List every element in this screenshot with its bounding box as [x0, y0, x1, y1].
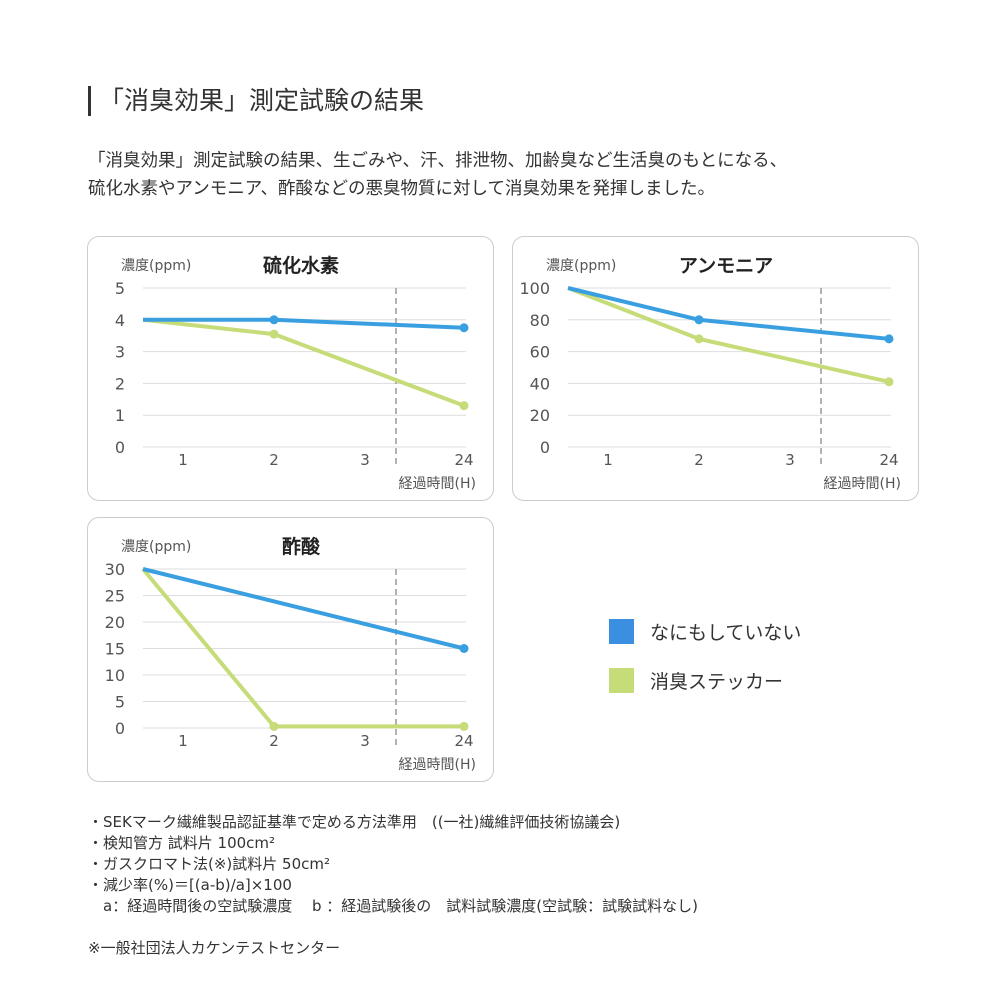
series-line	[142, 567, 465, 651]
data-point	[269, 329, 279, 339]
y-tick-label: 20	[530, 406, 550, 425]
series-line	[142, 317, 465, 408]
y-tick-label: 60	[530, 343, 550, 362]
y-tick-label: 5	[115, 693, 125, 712]
note-line: a：経過時間後の空試験濃度 b ：経過試験後の 試料試験濃度(空試験：試験試料な…	[88, 897, 698, 915]
chart-card-ammonia: 濃度(ppm) アンモニア 0 20 40 60 80 100 1 2 3 24 経過時間(H)	[512, 236, 919, 501]
note-line: ・ガスクロマト法(※)試料片 50cm²	[88, 855, 331, 873]
y-tick-label: 100	[519, 279, 550, 298]
page-title: 「消臭効果」測定試験の結果	[88, 86, 424, 116]
chart-title: アンモニア	[679, 255, 773, 277]
y-tick-label: 4	[115, 311, 125, 330]
source-note: ※一般社団法人カケンテストセンター	[88, 939, 341, 957]
y-axis-label: 濃度(ppm)	[546, 258, 616, 274]
series-line	[567, 286, 890, 341]
chart-title: 硫化水素	[263, 254, 339, 277]
data-point	[459, 323, 469, 333]
x-tick-label: 24	[454, 451, 473, 469]
legend-label: 消臭ステッカー	[650, 671, 784, 693]
y-tick-label: 0	[115, 438, 125, 457]
intro-line: 硫化水素やアンモニア、酢酸などの悪臭物質に対して消臭効果を発揮しました。	[88, 179, 716, 199]
series-line	[141, 567, 464, 729]
notes: ・SEKマーク繊維製品認証基準で定める方法準用 ((一社)繊維評価技術協議会) ・…	[88, 812, 698, 917]
y-tick-label: 10	[105, 666, 125, 685]
data-point	[459, 721, 469, 731]
x-tick-label: 3	[785, 451, 795, 469]
x-tick-label: 3	[360, 732, 370, 750]
y-tick-label: 2	[115, 374, 125, 393]
x-tick-label: 2	[269, 732, 279, 750]
data-point	[884, 334, 894, 344]
x-tick-label: 3	[360, 451, 370, 469]
y-tick-label: 5	[115, 279, 125, 298]
chart-svg: 濃度(ppm) アンモニア 0 20 40 60 80 100 1 2 3 24 経過時間(H)	[519, 255, 901, 492]
note-line: ・検知管方 試料片 100cm²	[88, 834, 276, 852]
y-tick-label: 1	[115, 406, 125, 425]
x-tick-label: 2	[694, 451, 704, 469]
y-tick-label: 25	[105, 587, 125, 606]
chart-card-acetic: 濃度(ppm) 酢酸 0 5 10 15 20 25 30 1 2 3 24 経過時間(H)	[87, 517, 494, 782]
intro-text: 「消臭効果」測定試験の結果、生ごみや、汗、排泄物、加齢臭など生活臭のもとになる、…	[88, 147, 948, 203]
y-tick-label: 0	[115, 719, 125, 738]
x-tick-label: 24	[879, 451, 898, 469]
y-tick-label: 80	[530, 311, 550, 330]
legend-swatch	[609, 619, 634, 644]
data-point	[269, 315, 279, 325]
legend-label: なにもしていない	[650, 622, 802, 644]
chart-card-h2s: 濃度(ppm) 硫化水素 0 1 2 3 4 5 1 2 3 24 経過時間(H)	[87, 236, 494, 501]
x-tick-label: 24	[454, 732, 473, 750]
y-tick-label: 0	[540, 438, 550, 457]
note-line: ・減少率(%)＝[(a-b)/a]×100	[88, 876, 292, 894]
chart-svg: 濃度(ppm) 酢酸 0 5 10 15 20 25 30 1 2 3 24 経過時間(H)	[105, 535, 476, 773]
data-point	[694, 334, 704, 344]
y-tick-label: 15	[105, 640, 125, 659]
x-tick-label: 1	[603, 451, 613, 469]
intro-line: 「消臭効果」測定試験の結果、生ごみや、汗、排泄物、加齢臭など生活臭のもとになる、	[88, 151, 788, 171]
legend-item-none: なにもしていない	[609, 618, 801, 645]
x-tick-label: 1	[178, 732, 188, 750]
x-axis-label: 経過時間(H)	[399, 476, 476, 492]
y-tick-label: 3	[115, 343, 125, 362]
x-axis-label: 経過時間(H)	[824, 476, 901, 492]
note-line: ・SEKマーク繊維製品認証基準で定める方法準用 ((一社)繊維評価技術協議会)	[88, 813, 621, 831]
data-point	[459, 401, 469, 411]
data-point	[459, 644, 469, 653]
data-point	[694, 315, 704, 325]
y-tick-label: 20	[105, 613, 125, 632]
y-axis-label: 濃度(ppm)	[121, 539, 191, 555]
x-tick-label: 2	[269, 451, 279, 469]
y-tick-label: 30	[105, 560, 125, 579]
y-axis-label: 濃度(ppm)	[121, 258, 191, 274]
x-axis-label: 経過時間(H)	[399, 757, 476, 773]
y-tick-label: 40	[530, 374, 550, 393]
data-point	[269, 721, 279, 731]
chart-svg: 濃度(ppm) 硫化水素 0 1 2 3 4 5 1 2 3 24 経過時間(H)	[115, 254, 476, 492]
data-point	[884, 377, 894, 387]
x-tick-label: 1	[178, 451, 188, 469]
legend-item-sticker: 消臭ステッカー	[609, 667, 783, 694]
legend-swatch	[609, 668, 634, 693]
chart-title: 酢酸	[282, 535, 321, 558]
